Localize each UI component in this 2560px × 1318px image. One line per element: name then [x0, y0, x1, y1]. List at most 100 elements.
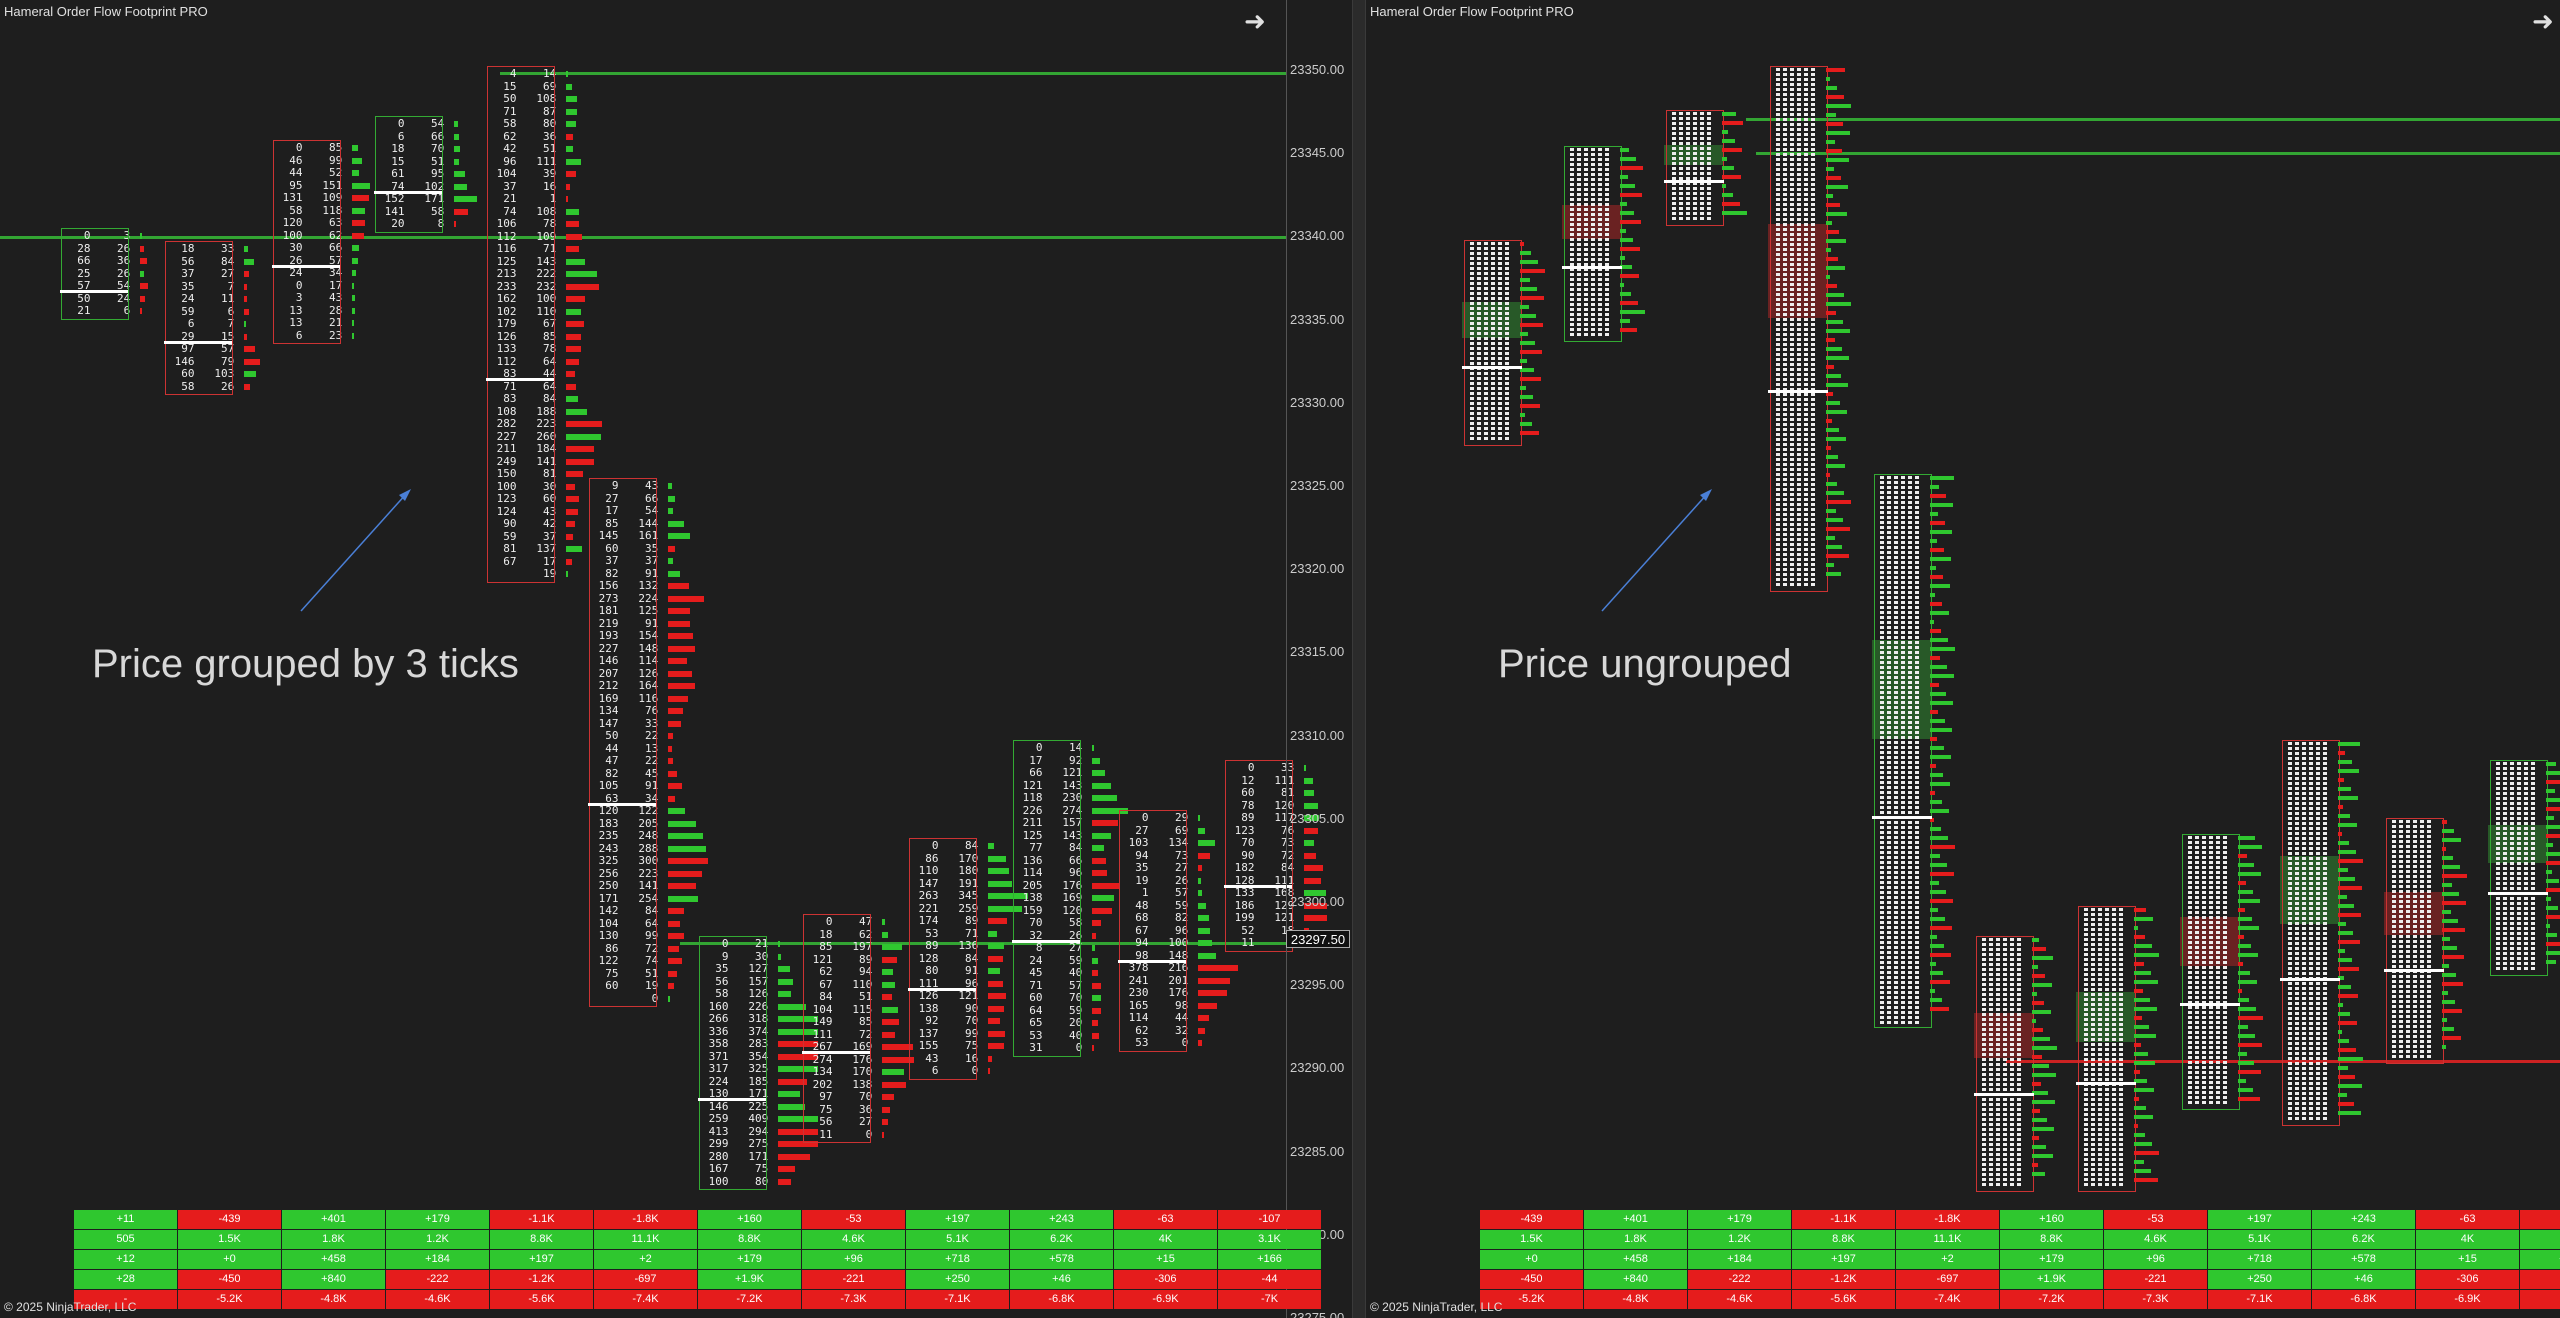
price-level-column	[1880, 476, 1884, 1024]
volume-bar	[1198, 927, 1210, 934]
volume-bar	[140, 270, 144, 277]
stats-cell: +197	[1792, 1250, 1895, 1269]
volume-bar	[566, 396, 578, 402]
price-axis[interactable]: 23350.00 23345.00 23340.00 23335.00 23330.00…	[1286, 0, 1352, 1318]
volume-bar	[2338, 1102, 2354, 1106]
volume-bar	[1304, 890, 1326, 896]
volume-bar	[668, 708, 683, 714]
footprint-cluster[interactable]: 0 29 27 69 103 134 94 73 35 27 19 26 1 5…	[1118, 810, 1238, 1052]
footprint-cluster[interactable]: 0 3 28 26 66 36 25 26 57 54 50 24 21 6	[60, 228, 148, 320]
volume-bar	[244, 383, 250, 390]
volume-bar	[2032, 1028, 2043, 1032]
volume-bar	[1826, 257, 1838, 261]
volume-bar	[2134, 989, 2143, 993]
volume-bar	[1620, 220, 1641, 224]
volume-bar	[1930, 791, 1935, 795]
stats-cell: +184	[1688, 1250, 1791, 1269]
volume-bar	[2546, 834, 2560, 838]
volume-bar	[1520, 350, 1542, 354]
volume-bar	[2134, 1088, 2154, 1092]
footprint-cluster[interactable]: 0 54 6 66 18 70 15 51 61 95 74 102 152 1…	[374, 116, 478, 233]
volume-bar	[566, 346, 582, 352]
volume-bar	[882, 931, 888, 938]
volume-bar	[2442, 847, 2446, 851]
volume-bar	[1826, 464, 1845, 468]
volume-bar	[2032, 1010, 2051, 1014]
volume-bar	[988, 1005, 1005, 1012]
footprint-cluster[interactable]: 0 84 86 170 110 180 147 191 263 345 221 …	[908, 838, 1028, 1080]
price-level-column	[1672, 112, 1676, 222]
value-area-box	[61, 228, 129, 320]
volume-bar	[2032, 956, 2053, 960]
value-area-box	[699, 936, 767, 1190]
price-level-column	[2223, 836, 2227, 1106]
poc-line	[374, 190, 442, 194]
poc-line	[1768, 390, 1828, 394]
poc-line	[588, 802, 656, 806]
volume-bar	[2442, 829, 2454, 833]
price-level-column	[1605, 148, 1609, 338]
volume-bar	[1092, 745, 1094, 751]
volume-bar	[1722, 193, 1733, 197]
volume-bar	[1198, 915, 1209, 921]
volume-bar	[2546, 789, 2555, 793]
arrow-right-icon[interactable]: ➜	[1244, 6, 1266, 36]
footprint-cluster[interactable]: 0 14 17 92 66 121 121 143 118 230 226 27…	[1012, 740, 1128, 1057]
volume-bar	[2338, 832, 2342, 836]
volume-bar	[2338, 967, 2359, 971]
volume-bar	[1826, 167, 1834, 171]
poc-line	[908, 987, 976, 991]
price-level-column	[2392, 820, 2396, 1060]
stats-cell: -107	[1218, 1210, 1321, 1229]
volume-bar	[1092, 982, 1102, 989]
footprint-cluster[interactable]: 0 33 12 111 60 81 78 120 89 117 123 76 7…	[1224, 760, 1327, 952]
volume-bar	[566, 146, 573, 152]
volume-bar	[668, 933, 685, 939]
volume-bar	[1826, 230, 1839, 234]
volume-bar	[1930, 539, 1937, 543]
stats-cell: +179	[2000, 1250, 2103, 1269]
panel-divider[interactable]	[1352, 0, 1366, 1318]
volume-bar	[2338, 1030, 2342, 1034]
stats-cell: +15	[1114, 1250, 1217, 1269]
footprint-cluster[interactable]: 18 33 56 84 37 27 35 7 24 11 59 6 6 7 29…	[164, 241, 261, 395]
footprint-chart-grouped[interactable]: Hameral Order Flow Footprint PRO ➜ Price…	[0, 0, 1352, 1318]
volume-bar	[2546, 870, 2552, 874]
stats-cell: -6.8K	[1010, 1290, 1113, 1309]
volume-bar	[1520, 260, 1538, 264]
footprint-chart-ungrouped[interactable]: Hameral Order Flow Footprint PRO ➜ Price…	[1366, 0, 2560, 1318]
volume-bar	[1092, 845, 1104, 851]
volume-bar	[2134, 953, 2159, 957]
volume-bar	[1826, 77, 1830, 81]
volume-bar	[2338, 1084, 2362, 1088]
volume-bar	[2338, 796, 2358, 800]
panel-title: Hameral Order Flow Footprint PRO	[4, 4, 208, 19]
volume-bar	[1722, 130, 1728, 134]
volume-bar	[2032, 1064, 2049, 1068]
volume-bar	[882, 1119, 888, 1125]
price-level-column	[2295, 742, 2299, 1122]
stats-cell: -306	[2416, 1270, 2519, 1289]
volume-bar	[454, 221, 456, 227]
volume-bar	[566, 371, 576, 377]
footprint-cluster[interactable]: 0 47 18 62 85 197 121 89 62 94 67 110 84…	[802, 914, 915, 1143]
arrow-right-icon[interactable]: ➜	[2532, 6, 2554, 36]
volume-bar	[2546, 843, 2553, 847]
stats-cell: -53	[802, 1210, 905, 1229]
price-level-column	[2017, 938, 2021, 1188]
volume-bar	[1826, 302, 1851, 306]
volume-bar	[988, 1030, 1005, 1037]
volume-bar	[1520, 332, 1528, 336]
footprint-cluster[interactable]: 0 21 9 30 35 127 56 157 58 126 160 226 2…	[698, 936, 818, 1190]
volume-bar	[1930, 575, 1943, 579]
volume-bar	[668, 595, 704, 602]
volume-bar	[1826, 86, 1837, 90]
footprint-cluster[interactable]: 9 43 27 66 17 54 85 144 145 161 60 35 37…	[588, 478, 708, 1007]
footprint-cluster[interactable]: 4 14 15 69 50 108 71 87 58 80 62 36 42 5…	[486, 66, 603, 583]
volume-bar	[1520, 305, 1529, 309]
volume-bar	[1826, 212, 1847, 216]
volume-bar	[1826, 95, 1844, 99]
volume-bar	[2134, 962, 2144, 966]
stats-cell: -44	[1218, 1270, 1321, 1289]
footprint-cluster[interactable]: 0 85 46 99 44 52 95 151 131 109 58 118 1…	[272, 140, 370, 344]
